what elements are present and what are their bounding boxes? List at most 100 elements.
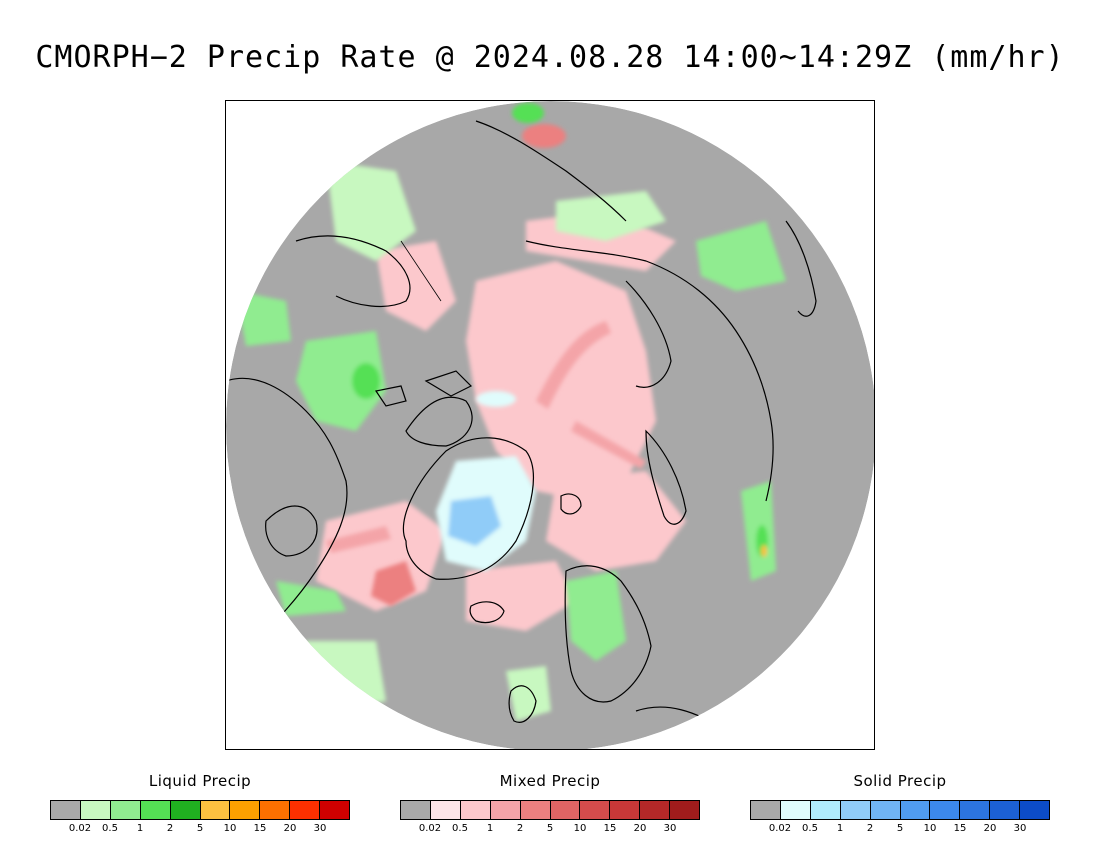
legend-tick-label: 0.02 xyxy=(768,823,792,834)
legend-tick-label: 20 xyxy=(983,823,997,834)
legend-tick-label: 5 xyxy=(196,823,204,834)
legend-color-bar xyxy=(400,800,700,820)
legend-swatch xyxy=(460,801,491,819)
coastlines xyxy=(226,120,817,749)
precip-map-canvas xyxy=(226,101,874,749)
liquid-precip-areas xyxy=(236,103,786,721)
legend-tick-label: 15 xyxy=(953,823,967,834)
mixed-area-north-atlantic xyxy=(466,561,576,631)
legend-swatch xyxy=(780,801,811,819)
coast-svalbard xyxy=(560,493,582,515)
legend-tick-label: 30 xyxy=(663,823,677,834)
legend-swatch xyxy=(1020,801,1050,819)
legend-color-bar xyxy=(50,800,350,820)
legend-tick-label: 5 xyxy=(546,823,554,834)
legend-tick-label: 30 xyxy=(1013,823,1027,834)
legend-tick-label: 15 xyxy=(603,823,617,834)
legend-tick-label: 10 xyxy=(573,823,587,834)
legend-tick-label: 5 xyxy=(896,823,904,834)
liquid-area-alaska xyxy=(326,161,416,261)
legend-swatch xyxy=(430,801,461,819)
liquid-core-siberia-north xyxy=(512,103,544,123)
legend-tick-labels: 0.02 0.5 1 2 5 10 15 20 30 xyxy=(400,823,700,837)
legend-swatch xyxy=(80,801,111,819)
legend-swatch xyxy=(580,801,611,819)
mixed-band-east xyxy=(571,421,646,469)
coast-chukotka xyxy=(475,120,627,222)
polar-map xyxy=(225,100,875,750)
legend-tick-label: 0.02 xyxy=(68,823,92,834)
coast-canadian-archipelago xyxy=(375,370,473,447)
legend-swatch xyxy=(990,801,1021,819)
legend-tick-label: 30 xyxy=(313,823,327,834)
chart-title: CMORPH−2 Precip Rate @ 2024.08.28 14:00~… xyxy=(35,40,1065,75)
legend-swatch xyxy=(110,801,141,819)
legend-title: Solid Precip xyxy=(853,772,947,790)
legend-color-bar xyxy=(750,800,1050,820)
legend-swatch xyxy=(550,801,581,819)
legend-tick-label: 10 xyxy=(923,823,937,834)
legend-swatch xyxy=(930,801,961,819)
legend-swatch xyxy=(230,801,261,819)
mixed-core-siberia xyxy=(522,124,566,148)
legend-tick-label: 2 xyxy=(516,823,524,834)
legend-swatch xyxy=(520,801,551,819)
liquid-area-kamchatka xyxy=(696,221,786,291)
legend-swatch xyxy=(51,801,81,819)
legend-swatch xyxy=(670,801,700,819)
liquid-area-canada xyxy=(296,331,386,431)
legend-tick-labels: 0.02 0.5 1 2 5 10 15 20 30 xyxy=(50,823,350,837)
legend-tick-label: 20 xyxy=(283,823,297,834)
solid-core-greenland xyxy=(448,496,501,546)
coast-siberia xyxy=(525,240,774,502)
legend-tick-labels: 0.02 0.5 1 2 5 10 15 20 30 xyxy=(750,823,1050,837)
legend-swatch xyxy=(900,801,931,819)
liquid-area-gulf-alaska xyxy=(236,291,291,346)
legend-title: Mixed Precip xyxy=(499,772,601,790)
legend-tick-label: 20 xyxy=(633,823,647,834)
legend-solid-precip: Solid Precip 0.02 0.5 1 2 5 10 15 20 30 xyxy=(750,770,1050,840)
border-alaska-canada xyxy=(400,240,442,302)
legend-tick-label: 1 xyxy=(136,823,144,834)
legend-tick-label: 10 xyxy=(223,823,237,834)
mixed-band-central xyxy=(536,321,611,409)
legend-mixed-precip: Mixed Precip 0.02 0.5 1 2 5 10 15 20 30 xyxy=(400,770,700,840)
legend-liquid-precip: Liquid Precip 0.02 0.5 1 2 5 10 15 20 30 xyxy=(50,770,350,840)
legend-swatch xyxy=(260,801,291,819)
liquid-area-siberia-east xyxy=(556,191,666,241)
legend-swatch xyxy=(870,801,901,819)
liquid-area-scandinavia xyxy=(566,571,626,661)
liquid-area-uk xyxy=(506,666,551,721)
coast-north-america xyxy=(226,377,348,642)
legend-swatch xyxy=(640,801,671,819)
mixed-area-alaska xyxy=(376,241,456,331)
legend-tick-label: 1 xyxy=(486,823,494,834)
legend-swatch xyxy=(401,801,431,819)
legend-title: Liquid Precip xyxy=(148,772,252,790)
mixed-precip-bands xyxy=(326,124,646,606)
liquid-area-north-atlantic xyxy=(296,641,386,711)
coast-scandinavia xyxy=(564,565,652,703)
legend-tick-label: 2 xyxy=(866,823,874,834)
legend-tick-label: 0.5 xyxy=(452,823,468,834)
legend-swatch xyxy=(200,801,231,819)
legend-swatch xyxy=(290,801,321,819)
mixed-band-greenland-south xyxy=(371,561,416,606)
coast-kamchatka xyxy=(785,220,817,317)
legend-swatch xyxy=(140,801,171,819)
legend-swatch xyxy=(751,801,781,819)
legend-swatch xyxy=(320,801,350,819)
legend-swatch xyxy=(810,801,841,819)
legend-tick-label: 0.5 xyxy=(802,823,818,834)
legend-swatch xyxy=(490,801,521,819)
legend-swatch xyxy=(610,801,641,819)
legend-tick-label: 1 xyxy=(836,823,844,834)
solid-precip-areas xyxy=(436,391,536,571)
coast-alaska xyxy=(295,235,411,307)
coast-novaya-zemlya xyxy=(645,429,687,525)
coast-iceland xyxy=(469,601,505,624)
legend-tick-label: 15 xyxy=(253,823,267,834)
coast-hudson-bay xyxy=(265,505,318,557)
mixed-area-barents xyxy=(546,471,686,571)
legend-tick-label: 2 xyxy=(166,823,174,834)
